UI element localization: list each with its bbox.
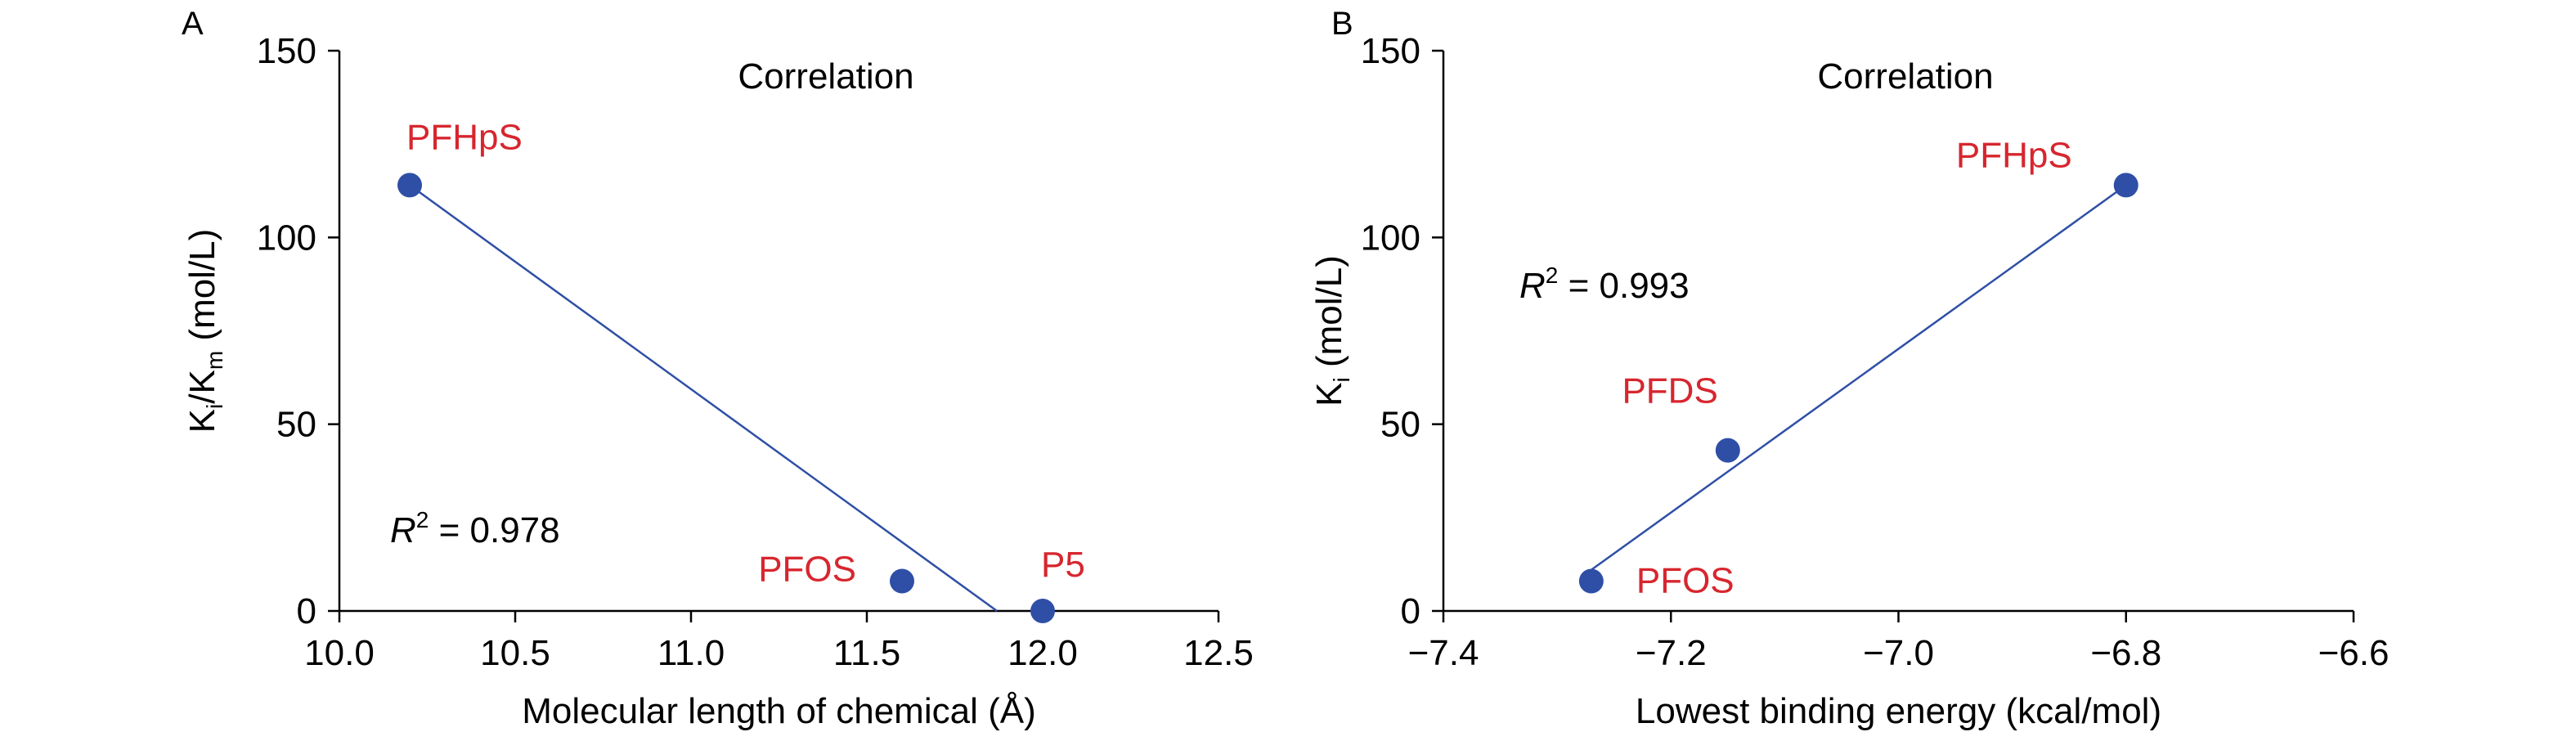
x-tick-label: −7.2: [1636, 633, 1707, 673]
point-label: P5: [1041, 545, 1085, 585]
r2-symbol: R: [1519, 266, 1546, 306]
data-point: [890, 568, 914, 594]
y-tick-label: 100: [1361, 218, 1420, 258]
y-label-main: K: [182, 409, 222, 433]
x-tick-label: 12.5: [1183, 633, 1254, 673]
y-label-main: K: [1309, 383, 1349, 406]
x-tick-label: 10.0: [304, 633, 375, 673]
r2-superscript: 2: [416, 507, 429, 532]
y-tick-label: 0: [297, 591, 316, 631]
y-label-sub: m: [202, 351, 227, 370]
x-tick-label: 10.5: [480, 633, 550, 673]
x-tick-label: 12.0: [1008, 633, 1078, 673]
r2-superscript: 2: [1546, 263, 1559, 288]
x-tick-label: −7.4: [1408, 633, 1479, 673]
panel-label: B: [1331, 6, 1353, 42]
data-point: [2113, 173, 2138, 198]
chart-title: Correlation: [738, 56, 913, 97]
y-tick-label: 50: [1380, 405, 1420, 445]
x-axis-label: Lowest binding energy (kcal/mol): [1636, 691, 2161, 731]
chart-panel-a: A Correlation 0 50 100 150 10.0 10.5 11.0 11.5 12.…: [182, 6, 1254, 731]
y-tick-label: 150: [1361, 31, 1420, 71]
point-label: PFDS: [1622, 371, 1717, 411]
point-label: PFOS: [1636, 560, 1735, 600]
x-tick-label: −6.6: [2318, 633, 2390, 673]
y-label-sub: i: [1329, 377, 1354, 382]
r-squared-label: R2 = 0.993: [1519, 263, 1690, 306]
x-tick-label: 11.0: [657, 633, 725, 673]
point-label: PFHpS: [1956, 135, 2072, 175]
y-axis-label: Ki (mol/L): [1309, 255, 1354, 406]
point-label: PFHpS: [406, 117, 523, 157]
chart-panel-b: B Correlation 0 50 100 150 −7.4 −7.2 −7.0 −6.8 −6.…: [1309, 6, 2389, 731]
x-tick-label: −6.8: [2090, 633, 2161, 673]
fit-line: [409, 184, 998, 613]
y-axis-label: Ki/Km (mol/L): [182, 229, 227, 433]
data-point: [1715, 438, 1740, 463]
data-point: [397, 173, 422, 198]
y-label-tail: (mol/L): [182, 229, 222, 351]
r2-value: = 0.993: [1558, 266, 1689, 306]
r-squared-label: R2 = 0.978: [390, 507, 560, 550]
point-label: PFOS: [758, 549, 856, 589]
data-point: [1578, 568, 1604, 594]
y-label-sub: i: [202, 404, 227, 409]
chart-title: Correlation: [1817, 56, 1993, 97]
y-tick-label: 0: [1401, 591, 1420, 631]
data-point: [1030, 599, 1055, 623]
fit-line: [1591, 184, 2127, 571]
r2-value: = 0.978: [429, 510, 559, 550]
y-tick-label: 50: [276, 405, 316, 445]
y-tick-label: 150: [257, 31, 316, 71]
r2-symbol: R: [390, 510, 416, 550]
y-tick-label: 100: [257, 218, 316, 258]
y-label-tail: (mol/L): [1309, 255, 1349, 377]
x-axis-label: Molecular length of chemical (Å): [522, 691, 1035, 731]
y-label-mid: /K: [182, 370, 222, 404]
panel-label: A: [182, 6, 204, 42]
x-tick-label: −7.0: [1863, 633, 1934, 673]
x-tick-label: 11.5: [833, 633, 900, 673]
